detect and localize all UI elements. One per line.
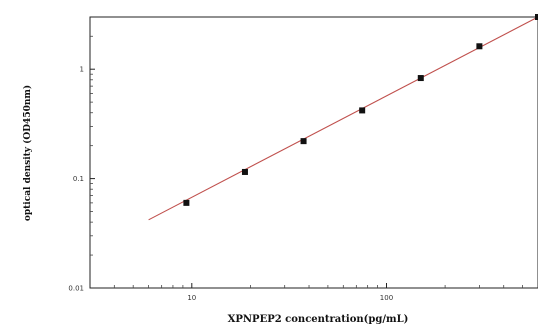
data-points: [183, 14, 538, 206]
x-axis-title: XPNPEP2 concentration(pg/mL): [228, 314, 409, 324]
y-tick-label: 0.1: [73, 175, 84, 183]
data-point: [535, 14, 538, 20]
data-point: [476, 43, 483, 50]
y-axis-title: optical density (OD450nm): [22, 85, 33, 221]
y-axis-ticks: 0.01 0.1 1: [68, 35, 95, 293]
plot-area-frame: [89, 16, 538, 289]
data-point: [300, 138, 307, 145]
data-point: [359, 107, 366, 114]
data-point: [417, 75, 424, 82]
fit-line-layer: [148, 16, 538, 221]
data-point: [183, 199, 190, 206]
data-point: [241, 168, 248, 175]
y-tick-label: 1: [80, 66, 84, 74]
fit-line: [148, 16, 538, 221]
y-tick-label: 0.01: [68, 285, 84, 293]
x-axis-ticks: 10 100: [113, 283, 523, 302]
x-tick-label: 100: [380, 294, 393, 302]
x-tick-label: 10: [187, 294, 196, 302]
